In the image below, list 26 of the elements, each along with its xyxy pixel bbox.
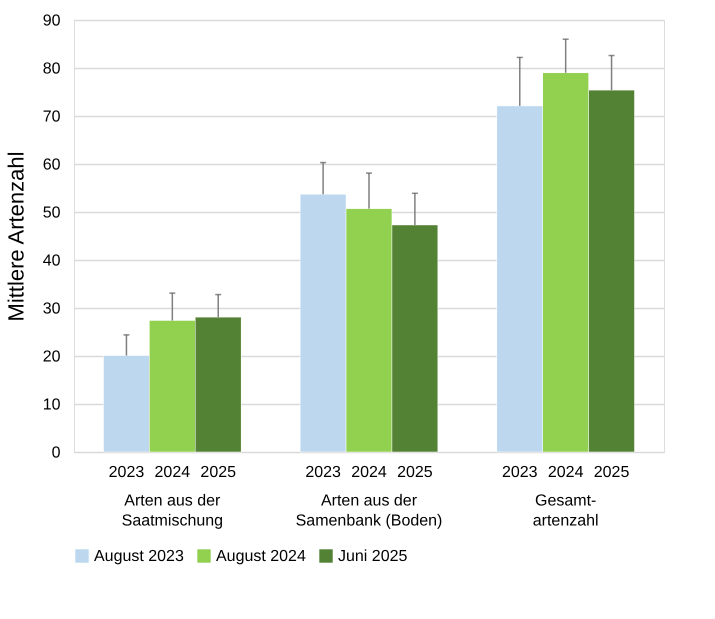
text: 2024 — [548, 464, 584, 481]
y-tick-label: 30 — [42, 300, 61, 318]
x-tick-label: Gesamt- artenzahl — [532, 492, 599, 530]
y-tick-label: 20 — [42, 348, 61, 366]
y-tick-label: 40 — [42, 252, 61, 270]
text: 2025 — [594, 464, 630, 481]
legend-label: August 2024 — [216, 548, 306, 565]
x-tick-label: Arten aus der Saatmischung — [122, 492, 224, 530]
y-tick-label: 10 — [42, 396, 61, 414]
text: 2025 — [200, 464, 236, 481]
legend-label: Juni 2025 — [338, 548, 408, 565]
y-tick-label: 60 — [42, 156, 61, 174]
y-tick-label: 0 — [52, 444, 61, 462]
y-tick-label: 50 — [42, 204, 61, 222]
text: 2025 — [397, 464, 433, 481]
text: 2023 — [502, 464, 538, 481]
text: 2024 — [154, 464, 190, 481]
y-tick-label: 70 — [42, 108, 61, 126]
x-tick-label: Arten aus der Samenbank (Boden) — [296, 492, 442, 530]
legend-label: August 2023 — [94, 548, 184, 565]
y-tick-label: 80 — [42, 60, 61, 78]
text: 2023 — [305, 464, 342, 481]
y-axis-title: Mittlere Artenzahl — [4, 152, 29, 322]
text: 2023 — [108, 464, 144, 481]
text: 2024 — [351, 464, 387, 481]
y-tick-label: 90 — [42, 12, 61, 30]
